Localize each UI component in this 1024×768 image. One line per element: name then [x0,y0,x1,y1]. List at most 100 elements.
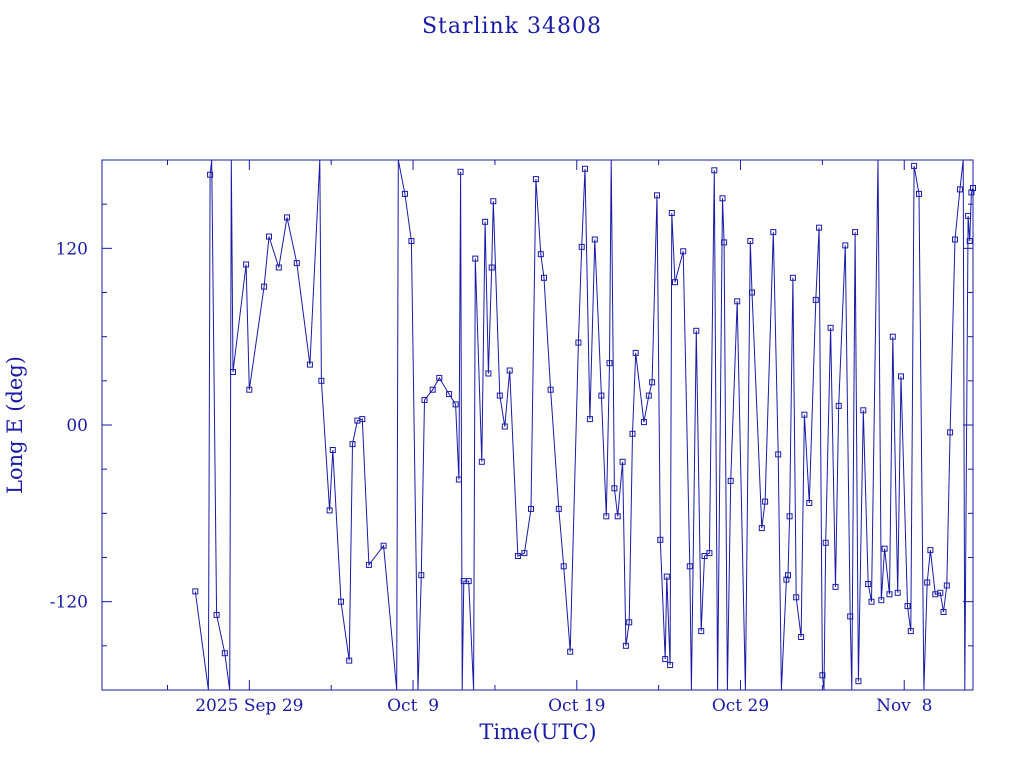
data-point [924,579,931,586]
data-point [855,678,862,685]
data-point [672,279,678,286]
data-point [786,513,793,520]
data-point [835,402,842,409]
data-point [380,542,387,549]
data-point [401,190,408,197]
data-point [591,236,598,243]
data-point [734,298,741,305]
y-tick-label: 00 [66,416,88,436]
data-point [611,485,618,492]
data-point [598,392,605,399]
data-point [798,634,805,640]
data-point [349,441,356,448]
data-point [446,391,453,398]
data-point [806,500,813,506]
data-point [532,176,539,183]
data-point [727,477,734,484]
data-point [819,672,826,679]
x-tick-label: 2025 Sep 29 [195,696,303,716]
data-point [801,411,808,418]
data-point [937,589,944,596]
data-point [514,553,521,559]
data-point [365,561,372,568]
data-point [947,429,954,436]
data-point [878,597,885,604]
data-point [582,165,588,172]
data-point [847,613,854,620]
data-point [686,563,693,570]
data-point [668,210,675,216]
data-point [246,386,253,393]
data-point [528,505,534,512]
data-point [221,650,228,657]
data-point [586,416,593,423]
data-point [284,214,290,221]
data-point [318,377,325,384]
data-point [482,218,489,225]
data-point [338,598,344,605]
data-point [904,603,911,610]
plot-frame [101,159,974,691]
data-point [614,513,621,520]
x-tick-label: Oct 29 [712,696,769,716]
series-line [194,159,974,691]
data-point [868,598,875,605]
data-point [496,392,503,399]
data-point [603,513,610,520]
x-tick-label: Oct 9 [387,696,439,716]
data-point [429,386,436,393]
data-point [490,198,497,205]
data-point [911,162,918,169]
data-point [706,550,713,557]
data-point [578,243,585,250]
data-point [657,536,664,543]
data-point [758,525,765,532]
data-point [622,642,629,649]
data-point [842,242,849,249]
data-point [465,578,472,585]
y-axis-label: Long E (deg) [3,356,27,494]
data-point [667,662,674,668]
data-point [894,589,901,596]
series-markers [192,162,976,685]
data-point [719,195,726,202]
data-point [230,369,236,375]
data-point [575,339,582,346]
data-point [261,283,268,290]
data-point [547,386,554,393]
data-point [192,588,199,595]
data-point [965,212,972,219]
data-point [359,416,366,423]
data-point [793,594,800,601]
data-point [626,619,633,626]
data-point [832,583,839,590]
data-point [711,167,718,174]
data-point [472,255,479,262]
data-point [970,185,976,191]
chart-title: Starlink 34808 [421,14,603,39]
data-point [952,236,958,243]
data-point [421,397,428,403]
data-point [501,423,508,430]
data-point [619,458,626,465]
data-point [541,274,547,281]
data-point [436,374,443,381]
data-point [408,238,415,244]
data-point [783,576,790,583]
data-point [762,498,769,505]
data-point [680,248,687,255]
data-point [455,476,462,483]
data-point [789,274,796,281]
y-tick-label: 120 [56,239,88,259]
data-point [852,229,859,236]
data-point [326,507,333,514]
axis-tick-labels: 2025 Sep 29 Oct 9 Oct 19 Oct 29 Nov 8 120 00 -1… [50,239,933,716]
data-point [940,609,947,615]
data-point [555,505,562,512]
x-tick-label: Nov 8 [876,696,932,716]
data-point [606,360,613,367]
data-point [306,361,313,368]
data-point [266,233,272,240]
x-axis-label: Time(UTC) [479,720,596,744]
